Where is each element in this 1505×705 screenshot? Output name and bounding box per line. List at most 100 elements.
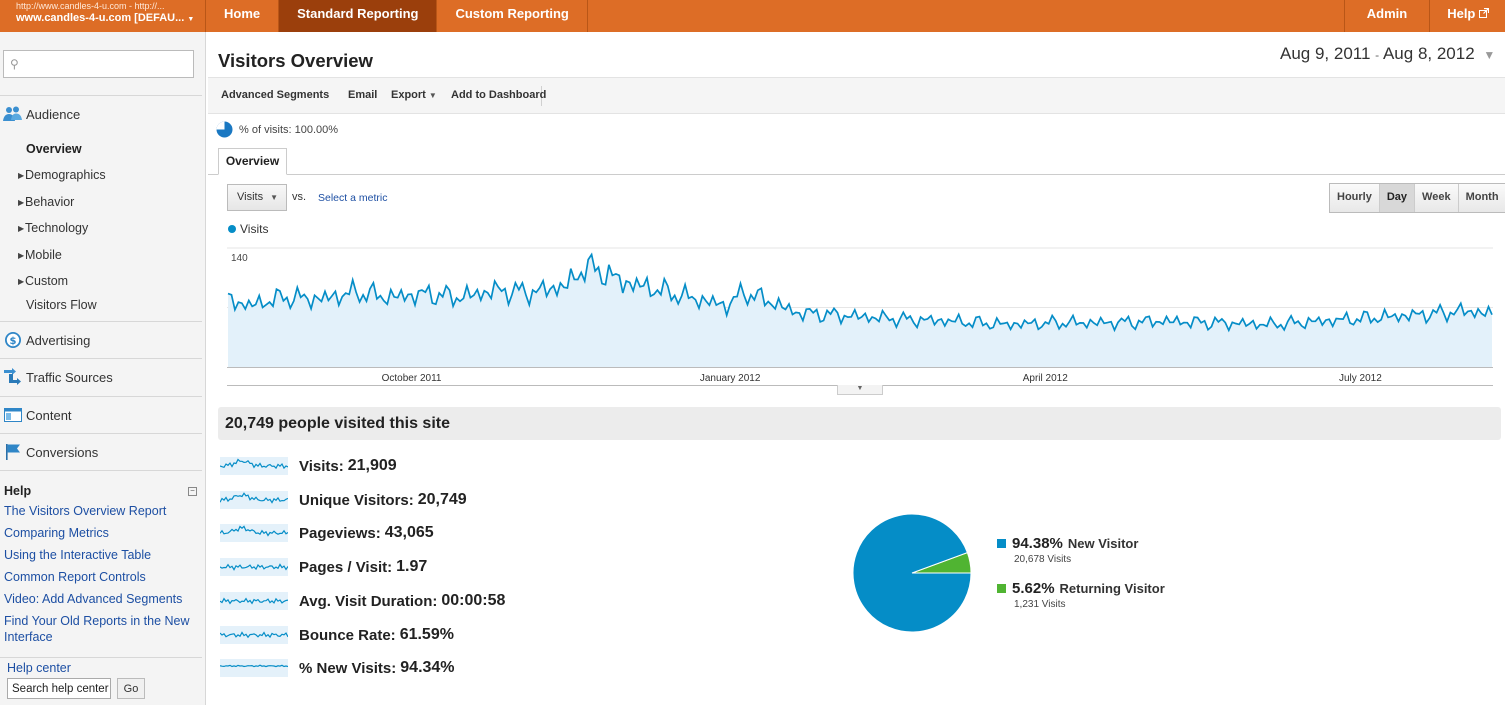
caret-right-icon: ▶ (18, 277, 25, 286)
sidebar-item-label: Behavior (25, 195, 75, 209)
metric-value: 21,909 (347, 457, 397, 474)
account-selector[interactable]: http://www.candles-4-u.com - http://... … (0, 0, 206, 32)
sparkline-icon (220, 592, 288, 610)
vs-label: vs. (292, 191, 307, 203)
help-link[interactable]: Help (1429, 0, 1505, 32)
email-button[interactable]: Email (348, 89, 378, 101)
toolbar-divider (541, 86, 542, 106)
sparkline-icon (220, 524, 288, 542)
metric-row[interactable]: Bounce Rate: 61.59% (220, 624, 454, 646)
sidebar-search-box: ⚲ (3, 50, 194, 78)
metric-label: % New Visits: (299, 659, 397, 677)
visitor-type-pie-chart[interactable] (851, 512, 973, 634)
sidebar: ⚲ Audience Overview ▶Demographics ▶Behav… (0, 32, 206, 705)
chevron-down-icon: ▼ (1483, 48, 1496, 62)
returning-visitor-label: Returning Visitor (1059, 581, 1165, 596)
metric-value: 94.34% (400, 659, 455, 676)
sidebar-section-conversions[interactable]: Conversions (0, 433, 202, 470)
new-visitor-visits: 20,678 Visits (1014, 554, 1072, 565)
tab-standard-reporting[interactable]: Standard Reporting (279, 0, 438, 32)
legend-square-icon (997, 584, 1006, 593)
sidebar-item-behavior[interactable]: ▶Behavior (18, 195, 74, 209)
sparkline-icon (220, 457, 288, 475)
metric-row[interactable]: % New Visits: 94.34% (220, 657, 455, 679)
date-range-picker[interactable]: Aug 9, 2011 - Aug 8, 2012 ▼ (1280, 44, 1495, 64)
date-start: Aug 9, 2011 (1280, 44, 1371, 63)
metric-label: Avg. Visit Duration: (299, 592, 438, 610)
content-window-icon (0, 408, 26, 422)
help-link-label: Help (1447, 6, 1476, 21)
metric-label: Unique Visitors: (299, 491, 414, 509)
metric-row[interactable]: Visits: 21,909 (220, 455, 397, 477)
search-icon: ⚲ (10, 57, 19, 71)
sidebar-item-demographics[interactable]: ▶Demographics (18, 168, 106, 182)
sparkline-icon (220, 558, 288, 576)
sidebar-section-content[interactable]: Content (0, 396, 202, 433)
sidebar-item-mobile[interactable]: ▶Mobile (18, 248, 62, 262)
sidebar-search-input[interactable] (24, 54, 189, 74)
account-name: www.candles-4-u.com [DEFAU... (16, 12, 185, 24)
metric-row[interactable]: Pages / Visit: 1.97 (220, 556, 427, 578)
sidebar-divider (0, 470, 202, 471)
help-go-button[interactable]: Go (117, 678, 145, 699)
export-button[interactable]: Export ▼ (391, 89, 437, 101)
sidebar-section-advertising[interactable]: $ Advertising (0, 321, 202, 358)
metric-label: Bounce Rate: (299, 626, 396, 644)
legend-returning-visitor: 5.62% Returning Visitor 1,231 Visits (997, 580, 1165, 610)
sidebar-section-label: Content (26, 407, 72, 423)
granularity-week-button[interactable]: Week (1415, 184, 1459, 212)
advanced-segments-button[interactable]: Advanced Segments (221, 89, 330, 101)
sidebar-item-custom[interactable]: ▶Custom (18, 274, 68, 288)
y-tick-label: 140 (231, 253, 248, 264)
granularity-hourly-button[interactable]: Hourly (1330, 184, 1380, 212)
help-link-comparing-metrics[interactable]: Comparing Metrics (4, 526, 109, 540)
new-visitor-label: New Visitor (1067, 536, 1139, 551)
sidebar-section-label: Advertising (26, 332, 91, 348)
account-chevron-down-icon: ▼ (187, 16, 195, 23)
help-link-advanced-segments-video[interactable]: Video: Add Advanced Segments (4, 592, 183, 606)
new-visitor-percent: 94.38% (1012, 535, 1063, 552)
help-link-interactive-table[interactable]: Using the Interactive Table (4, 548, 152, 562)
external-link-icon (1479, 7, 1490, 18)
metric-row[interactable]: Unique Visitors: 20,749 (220, 489, 467, 511)
metric-label: Pages / Visit: (299, 558, 393, 576)
segment-indicator[interactable]: % of visits: 100.00% (216, 121, 338, 138)
tab-overview[interactable]: Overview (218, 148, 287, 175)
caret-right-icon: ▶ (18, 171, 25, 180)
sidebar-item-label: Demographics (25, 168, 106, 182)
admin-link[interactable]: Admin (1343, 0, 1429, 32)
x-tick-label: January 2012 (700, 373, 761, 384)
help-link-old-reports[interactable]: Find Your Old Reports in the New Interfa… (4, 614, 190, 644)
metric-row[interactable]: Pageviews: 43,065 (220, 522, 434, 544)
pie-slice-new-visitor[interactable] (852, 513, 972, 633)
help-link-visitors-overview[interactable]: The Visitors Overview Report (4, 504, 167, 518)
collapse-icon[interactable]: − (188, 487, 197, 496)
account-url: http://www.candles-4-u.com - http://... (16, 1, 165, 11)
top-navigation-bar: http://www.candles-4-u.com - http://... … (0, 0, 1505, 32)
granularity-day-button[interactable]: Day (1379, 184, 1416, 212)
select-metric-link[interactable]: Select a metric (318, 192, 388, 204)
sparkline-icon (220, 491, 288, 509)
sidebar-section-audience[interactable]: Audience (0, 95, 202, 132)
tab-home[interactable]: Home (206, 0, 280, 32)
metric-select[interactable]: Visits ▼ (227, 184, 287, 211)
sidebar-item-overview[interactable]: Overview (26, 142, 82, 156)
returning-visitor-visits: 1,231 Visits (1014, 599, 1066, 610)
tab-custom-reporting[interactable]: Custom Reporting (437, 0, 588, 32)
sidebar-item-technology[interactable]: ▶Technology (18, 221, 88, 235)
metric-value: 43,065 (384, 524, 434, 541)
add-to-dashboard-button[interactable]: Add to Dashboard (451, 89, 547, 101)
sidebar-section-traffic-sources[interactable]: Traffic Sources (0, 358, 202, 395)
sidebar-section-label: Traffic Sources (26, 369, 113, 385)
metric-row[interactable]: Avg. Visit Duration: 00:00:58 (220, 590, 505, 612)
help-link-report-controls[interactable]: Common Report Controls (4, 570, 146, 584)
chart-collapse-handle[interactable]: ▼ (837, 385, 883, 395)
metric-value: 20,749 (417, 491, 467, 508)
sidebar-item-visitors-flow[interactable]: Visitors Flow (26, 298, 97, 312)
help-center-link[interactable]: Help center (7, 661, 71, 675)
help-search-input[interactable] (7, 678, 111, 699)
summary-title: 20,749 people visited this site (218, 407, 1501, 440)
x-tick-label: April 2012 (1023, 373, 1068, 384)
granularity-month-button[interactable]: Month (1458, 184, 1505, 212)
